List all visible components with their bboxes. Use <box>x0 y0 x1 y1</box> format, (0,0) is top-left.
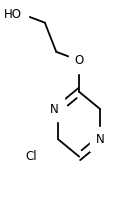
Text: N: N <box>49 103 58 116</box>
Text: O: O <box>74 54 84 67</box>
Text: Cl: Cl <box>26 150 37 163</box>
Text: HO: HO <box>4 8 22 21</box>
Text: N: N <box>96 133 105 146</box>
